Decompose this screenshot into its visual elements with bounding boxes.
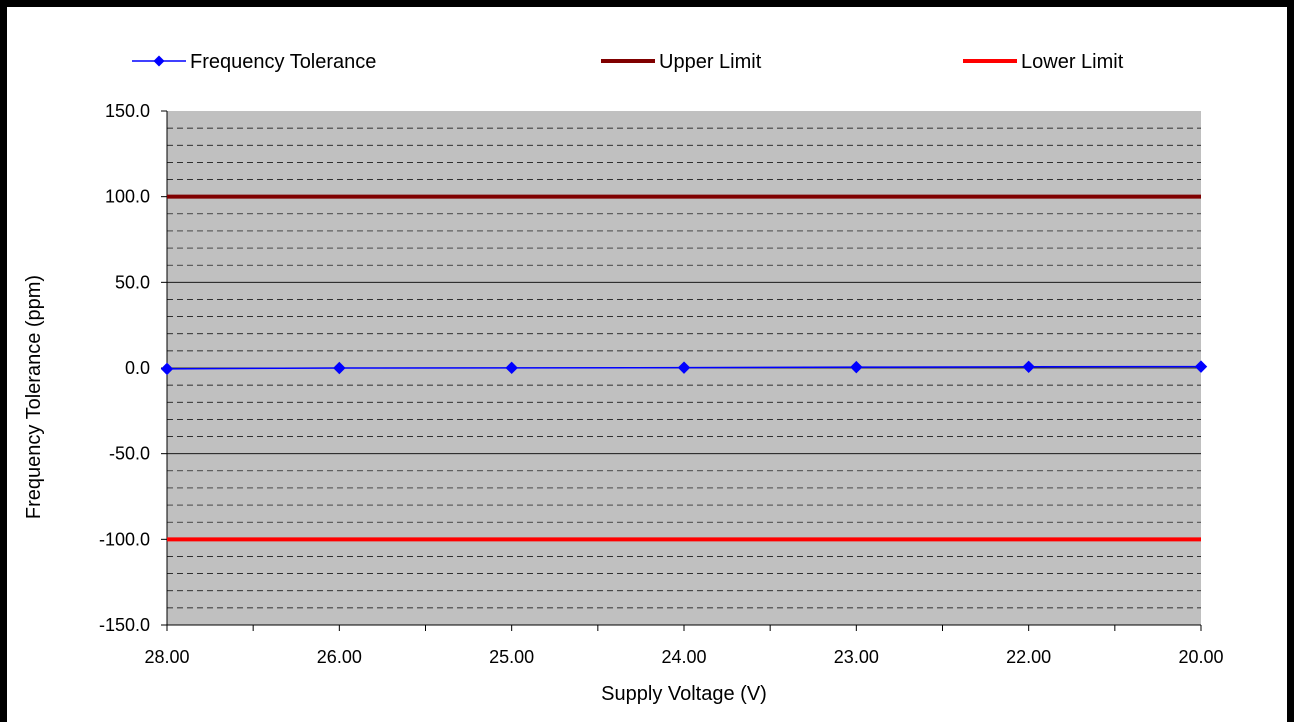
y-tick-label: -50.0 (109, 444, 150, 464)
x-tick-labels: 28.00 26.00 25.00 24.00 23.00 22.00 20.00 (144, 647, 1223, 667)
frequency-tolerance-point (850, 360, 863, 374)
x-tick-label: 26.00 (317, 647, 362, 667)
legend-item-lower-limit: Lower Limit (963, 51, 1124, 73)
y-tick-labels: 150.0 100.0 50.0 0.0 -50.0 -100.0 -150.0 (99, 101, 150, 635)
y-tick-label: 50.0 (115, 272, 150, 292)
frequency-tolerance-point (1194, 360, 1208, 373)
x-tick-label: 23.00 (834, 647, 879, 667)
legend-label: Lower Limit (1021, 51, 1124, 73)
legend-marker-diamond (153, 55, 165, 67)
frequency-tolerance-point (677, 361, 691, 374)
frequency-tolerance-point (505, 361, 518, 375)
x-tick-label: 25.00 (489, 647, 534, 667)
series-layer (160, 194, 1208, 542)
y-tick-label: 150.0 (105, 101, 150, 121)
legend-item-frequency-tolerance: Frequency Tolerance (132, 51, 376, 73)
frequency-tolerance-point (160, 362, 174, 376)
x-axis-title: Supply Voltage (V) (601, 683, 767, 705)
y-tick-label: 0.0 (125, 358, 150, 378)
legend-label: Upper Limit (659, 51, 762, 73)
y-tick-label: -150.0 (99, 615, 150, 635)
x-tick-label: 28.00 (144, 647, 189, 667)
frequency-tolerance-point (1022, 360, 1035, 374)
y-tick-label: 100.0 (105, 187, 150, 207)
legend: Frequency Tolerance Upper Limit Lower Limi… (132, 51, 1124, 73)
x-tick-label: 24.00 (661, 647, 706, 667)
y-tick-label: -100.0 (99, 529, 150, 549)
legend-label: Frequency Tolerance (190, 51, 376, 73)
y-axis-title: Frequency Tolerance (ppm) (23, 275, 45, 519)
x-tick-label: 20.00 (1178, 647, 1223, 667)
frequency-tolerance-point (333, 361, 346, 375)
x-tick-label: 22.00 (1006, 647, 1051, 667)
legend-item-upper-limit: Upper Limit (601, 51, 762, 73)
